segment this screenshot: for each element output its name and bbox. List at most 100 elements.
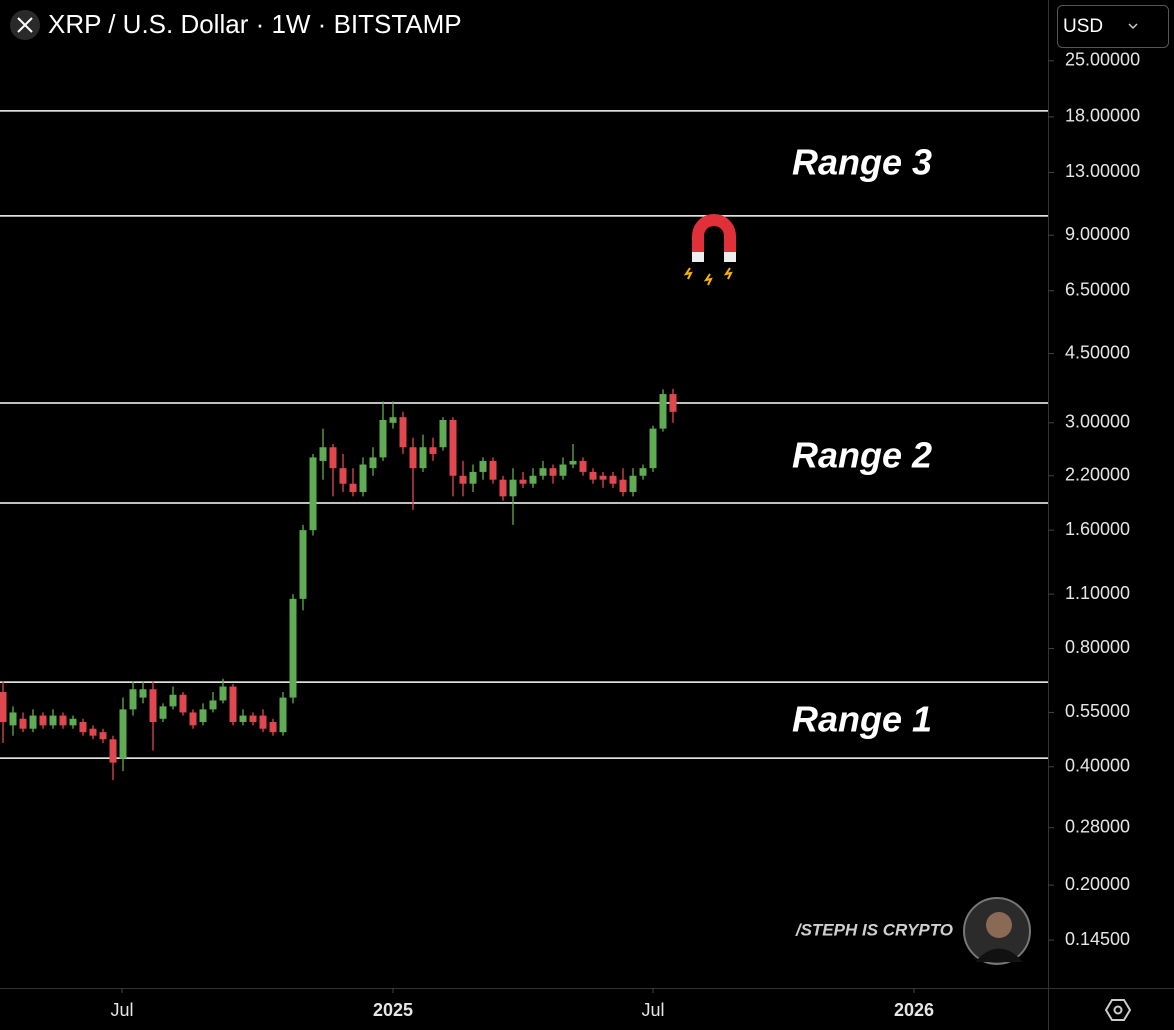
range-label: Range 3 bbox=[792, 142, 932, 183]
candle-body bbox=[249, 715, 257, 723]
candle-body bbox=[329, 447, 337, 469]
candle-body bbox=[529, 475, 537, 484]
candle-body bbox=[499, 479, 507, 497]
x-tick-label: 2025 bbox=[373, 1000, 413, 1020]
candle-body bbox=[0, 691, 7, 723]
candle-body bbox=[89, 728, 97, 736]
y-tick-label: 0.14500 bbox=[1065, 929, 1130, 949]
candle-body bbox=[159, 706, 167, 719]
candle-body bbox=[209, 700, 217, 710]
x-tick-label: 2026 bbox=[894, 1000, 934, 1020]
candle-body bbox=[589, 471, 597, 480]
candle-body bbox=[259, 715, 267, 729]
magnet-icon bbox=[683, 214, 736, 286]
currency-label: USD bbox=[1063, 16, 1103, 37]
candle-body bbox=[429, 447, 437, 454]
chart-title: XRP / U.S. Dollar · 1W · BITSTAMP bbox=[48, 9, 462, 39]
candle-body bbox=[199, 709, 207, 723]
candle-body bbox=[239, 715, 247, 723]
settings-icon[interactable] bbox=[1104, 999, 1132, 1021]
candle-body bbox=[409, 447, 417, 469]
candle-body bbox=[289, 598, 297, 698]
y-tick-label: 0.28000 bbox=[1065, 816, 1130, 836]
currency-button[interactable]: USD bbox=[1057, 5, 1169, 48]
candle-body bbox=[639, 468, 647, 476]
candle-body bbox=[229, 686, 237, 723]
close-button[interactable] bbox=[10, 10, 40, 40]
candle-body bbox=[379, 419, 387, 458]
candle-body bbox=[629, 475, 637, 493]
candle-body bbox=[309, 457, 317, 531]
y-tick-label: 4.50000 bbox=[1065, 342, 1130, 362]
candle-body bbox=[69, 718, 77, 726]
candle-body bbox=[539, 468, 547, 476]
candle-body bbox=[659, 394, 667, 429]
y-tick-label: 6.50000 bbox=[1065, 280, 1130, 300]
candle-body bbox=[29, 715, 37, 729]
candle-body bbox=[299, 530, 307, 599]
x-tick-label: Jul bbox=[641, 1000, 664, 1020]
candle-body bbox=[519, 479, 527, 484]
candle-body bbox=[419, 447, 427, 469]
candle-body bbox=[469, 471, 477, 484]
y-tick-label: 0.20000 bbox=[1065, 874, 1130, 894]
candle-body bbox=[339, 468, 347, 484]
candle-body bbox=[459, 475, 467, 484]
candle-body bbox=[99, 732, 107, 740]
candle-body bbox=[579, 460, 587, 472]
candle-body bbox=[609, 475, 617, 484]
candle-body bbox=[569, 460, 577, 465]
candle-body bbox=[179, 694, 187, 713]
y-tick-label: 1.10000 bbox=[1065, 583, 1130, 603]
candle-body bbox=[19, 718, 27, 729]
y-tick-label: 13.00000 bbox=[1065, 161, 1140, 181]
candle-body bbox=[49, 715, 57, 726]
candle-body bbox=[39, 715, 47, 726]
x-tick-label: Jul bbox=[110, 1000, 133, 1020]
avatar-body bbox=[975, 948, 1023, 962]
close-icon-x bbox=[17, 17, 33, 33]
avatar-face bbox=[986, 912, 1012, 938]
y-tick-label: 1.60000 bbox=[1065, 519, 1130, 539]
y-tick-label: 0.40000 bbox=[1065, 756, 1130, 776]
candle-body bbox=[269, 722, 277, 733]
magnet-tip bbox=[692, 252, 704, 262]
candle-body bbox=[509, 479, 517, 497]
avatar bbox=[963, 897, 1031, 965]
y-tick-label: 0.55000 bbox=[1065, 701, 1130, 721]
magnet-tip bbox=[724, 252, 736, 262]
candle-body bbox=[79, 722, 87, 733]
magnet-body bbox=[692, 214, 736, 252]
candle-body bbox=[9, 712, 17, 726]
candle-body bbox=[549, 468, 557, 476]
y-tick-label: 2.20000 bbox=[1065, 465, 1130, 485]
candle-body bbox=[559, 464, 567, 476]
candle-body bbox=[359, 464, 367, 493]
candle-body bbox=[189, 712, 197, 726]
candle-body bbox=[369, 457, 377, 469]
y-tick-label: 0.80000 bbox=[1065, 637, 1130, 657]
candle-body bbox=[649, 428, 657, 469]
range-label: Range 2 bbox=[792, 435, 932, 476]
candle-body bbox=[279, 697, 287, 733]
candle-body bbox=[439, 419, 447, 448]
candle-body bbox=[349, 483, 357, 493]
candle-body bbox=[169, 694, 177, 707]
candle-body bbox=[139, 689, 147, 698]
y-tick-label: 18.00000 bbox=[1065, 106, 1140, 126]
y-axis: 25.00000 18.00000 13.00000 9.00000 6.50000 4.… bbox=[1048, 50, 1140, 949]
y-tick-label: 3.00000 bbox=[1065, 412, 1130, 432]
watermark: /STEPH IS CRYPTO bbox=[795, 920, 953, 939]
y-tick-label: 25.00000 bbox=[1065, 50, 1140, 70]
currency-box[interactable] bbox=[1057, 5, 1169, 48]
dropdown-arrow bbox=[1128, 23, 1138, 30]
candle-body bbox=[319, 447, 327, 461]
range-label: Range 1 bbox=[792, 699, 932, 740]
candle-body bbox=[219, 686, 227, 701]
settings-button[interactable] bbox=[1104, 999, 1132, 1021]
candle-body bbox=[149, 689, 157, 723]
candle-body bbox=[489, 460, 497, 480]
y-tick-label: 9.00000 bbox=[1065, 224, 1130, 244]
candle-body bbox=[59, 715, 67, 726]
